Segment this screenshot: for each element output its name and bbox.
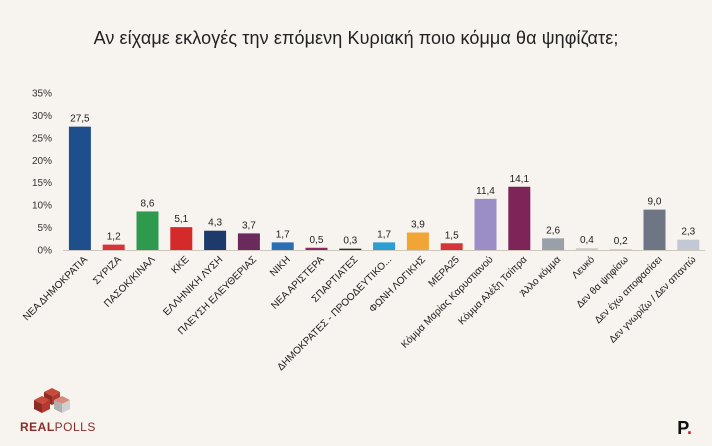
data-label: 1,7 <box>276 229 290 240</box>
y-tick-label: 25% <box>32 133 52 144</box>
bar <box>339 248 362 250</box>
bar <box>102 244 125 250</box>
brand-mark-icon: P. <box>677 418 692 438</box>
data-label: 0,2 <box>614 236 628 247</box>
category-label: ΚΚΕ <box>169 254 191 276</box>
bar <box>406 232 429 250</box>
data-label: 0,3 <box>343 236 357 247</box>
bar <box>204 230 227 250</box>
bar <box>575 248 598 250</box>
data-label: 5,1 <box>174 214 188 225</box>
y-tick-label: 15% <box>32 178 52 189</box>
bar <box>609 249 632 250</box>
data-label: 1,5 <box>445 230 459 241</box>
y-tick-label: 10% <box>32 201 52 212</box>
bar <box>474 198 497 250</box>
realpolls-logo-icon <box>34 388 70 413</box>
category-label: ΣΥΡΙΖΑ <box>91 254 124 287</box>
y-tick-label: 35% <box>32 89 52 100</box>
bars <box>68 126 700 250</box>
data-labels: 27,5 1,2 8,6 5,1 4,3 3,7 1,7 0,5 0,3 1,7 3,9 1,5 11,… <box>70 114 696 247</box>
data-label: 11,4 <box>476 186 495 197</box>
bar <box>542 238 565 250</box>
data-label: 3,9 <box>411 220 425 231</box>
bar <box>677 239 700 250</box>
bar <box>271 242 294 250</box>
data-label: 3,7 <box>242 220 256 231</box>
y-tick-label: 0% <box>38 246 53 257</box>
bar <box>643 209 666 250</box>
category-label: ΝΕΑ ΔΗΜΟΚΡΑΤΙΑ <box>21 254 90 323</box>
bar <box>170 227 193 250</box>
data-label: 4,3 <box>208 218 222 229</box>
data-label: 0,5 <box>310 235 324 246</box>
chart-title: Αν είχαμε εκλογές την επόμενη Κυριακή πο… <box>93 28 619 48</box>
data-label: 14,1 <box>510 174 530 185</box>
realpolls-logo-text: REALPOLLS <box>20 420 96 434</box>
bar <box>68 126 91 250</box>
data-label: 1,2 <box>107 232 121 243</box>
data-label: 27,5 <box>70 114 90 125</box>
category-label: ΕΛΛΗΝΙΚΗ ΛΥΣΗ <box>161 254 225 318</box>
category-label: Λευκό <box>569 253 597 281</box>
y-tick-label: 5% <box>38 223 53 234</box>
data-label: 8,6 <box>141 198 155 209</box>
bar <box>305 247 328 250</box>
data-label: 9,0 <box>648 197 662 208</box>
data-label: 0,4 <box>580 235 594 246</box>
y-axis: 35% 30% 25% 20% 15% 10% 5% 0% <box>32 89 52 257</box>
bar <box>136 211 159 250</box>
bar <box>373 242 396 250</box>
y-tick-label: 30% <box>32 111 52 122</box>
category-label: ΝΙΚΗ <box>268 254 293 279</box>
bar <box>237 233 260 250</box>
y-tick-label: 20% <box>32 156 52 167</box>
data-label: 2,3 <box>681 227 695 238</box>
data-label: 2,6 <box>546 225 560 236</box>
bar <box>440 243 463 250</box>
bar <box>508 186 531 250</box>
data-label: 1,7 <box>377 229 391 240</box>
